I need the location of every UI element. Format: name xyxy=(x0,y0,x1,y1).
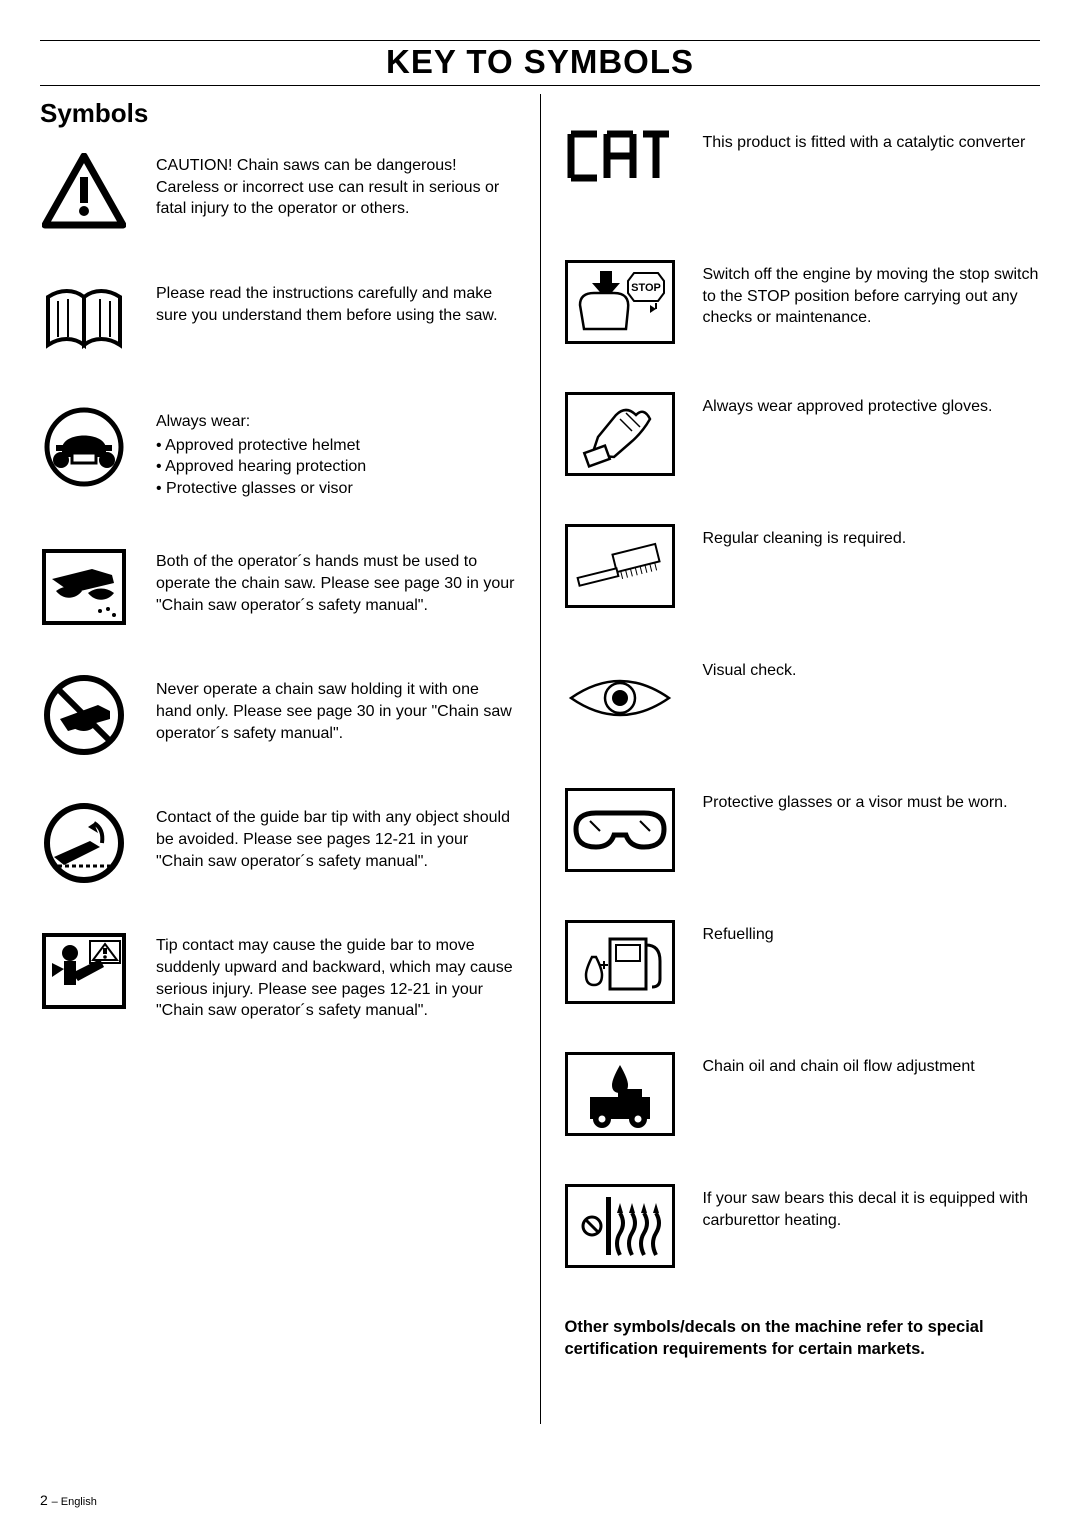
cat-icon xyxy=(565,128,675,212)
symbol-desc: Refuelling xyxy=(703,920,1041,946)
ppe-list-item: Protective glasses or visor xyxy=(156,478,516,500)
no-one-hand-icon xyxy=(40,675,128,755)
page-title: KEY TO SYMBOLS xyxy=(40,43,1040,81)
symbol-desc: Contact of the guide bar tip with any ob… xyxy=(156,803,516,872)
refuelling-icon xyxy=(565,920,675,1004)
ppe-lead: Always wear: xyxy=(156,413,250,430)
symbol-desc: CAUTION! Chain saws can be dangerous! Ca… xyxy=(156,151,516,220)
stop-switch-icon: STOP xyxy=(565,260,675,344)
symbol-row: This product is fitted with a catalytic … xyxy=(565,128,1041,212)
two-hands-icon xyxy=(40,547,128,627)
symbol-desc: Switch off the engine by moving the stop… xyxy=(703,260,1041,329)
ppe-list: Approved protective helmet Approved hear… xyxy=(156,435,516,500)
symbol-row: If your saw bears this decal it is equip… xyxy=(565,1184,1041,1268)
ppe-list-item: Approved hearing protection xyxy=(156,456,516,478)
symbol-row: CAUTION! Chain saws can be dangerous! Ca… xyxy=(40,151,516,231)
kickback-icon xyxy=(40,931,128,1011)
ppe-list-item: Approved protective helmet xyxy=(156,435,516,457)
symbol-row: Visual check. xyxy=(565,656,1041,740)
symbol-row: Both of the operator´s hands must be use… xyxy=(40,547,516,627)
symbol-desc: Always wear: Approved protective helmet … xyxy=(156,407,516,499)
symbol-desc: If your saw bears this decal it is equip… xyxy=(703,1184,1041,1231)
symbol-row: Always wear: Approved protective helmet … xyxy=(40,407,516,499)
left-column: Symbols CAUTION! Chain saws can be dange… xyxy=(40,94,540,1424)
footnote: Other symbols/decals on the machine refe… xyxy=(565,1316,1041,1361)
symbol-desc: Chain oil and chain oil flow adjustment xyxy=(703,1052,1041,1078)
caution-icon xyxy=(40,151,128,231)
symbol-row: Contact of the guide bar tip with any ob… xyxy=(40,803,516,883)
carb-heating-icon xyxy=(565,1184,675,1268)
svg-text:STOP: STOP xyxy=(631,282,661,294)
page-title-wrap: KEY TO SYMBOLS xyxy=(40,43,1040,86)
symbol-row: Always wear approved protective gloves. xyxy=(565,392,1041,476)
visual-check-icon xyxy=(565,656,675,740)
symbol-row: Regular cleaning is required. xyxy=(565,524,1041,608)
page-number: 2 xyxy=(40,1492,48,1508)
symbol-desc: Visual check. xyxy=(703,656,1041,682)
symbol-desc: Never operate a chain saw holding it wit… xyxy=(156,675,516,744)
symbol-desc: Protective glasses or a visor must be wo… xyxy=(703,788,1041,814)
symbol-row: Refuelling xyxy=(565,920,1041,1004)
symbol-desc: Always wear approved protective gloves. xyxy=(703,392,1041,418)
symbol-row: Never operate a chain saw holding it wit… xyxy=(40,675,516,755)
symbol-desc: This product is fitted with a catalytic … xyxy=(703,128,1041,154)
avoid-tip-icon xyxy=(40,803,128,883)
symbol-row: Please read the instructions carefully a… xyxy=(40,279,516,359)
page-footer: 2 – English xyxy=(40,1492,97,1508)
symbol-row: STOP Switch off the engine by moving the… xyxy=(565,260,1041,344)
goggles-icon xyxy=(565,788,675,872)
symbol-desc: Both of the operator´s hands must be use… xyxy=(156,547,516,616)
gloves-icon xyxy=(565,392,675,476)
subhead: Symbols xyxy=(40,98,516,129)
page-lang: – English xyxy=(52,1496,97,1508)
chain-oil-icon xyxy=(565,1052,675,1136)
right-column: This product is fitted with a catalytic … xyxy=(541,94,1041,1424)
symbol-desc: Tip contact may cause the guide bar to m… xyxy=(156,931,516,1021)
symbol-row: Chain oil and chain oil flow adjustment xyxy=(565,1052,1041,1136)
symbol-row: Protective glasses or a visor must be wo… xyxy=(565,788,1041,872)
cleaning-icon xyxy=(565,524,675,608)
symbol-desc: Regular cleaning is required. xyxy=(703,524,1041,550)
read-manual-icon xyxy=(40,279,128,359)
symbol-row: Tip contact may cause the guide bar to m… xyxy=(40,931,516,1021)
symbol-desc: Please read the instructions carefully a… xyxy=(156,279,516,326)
ppe-icon xyxy=(40,407,128,487)
